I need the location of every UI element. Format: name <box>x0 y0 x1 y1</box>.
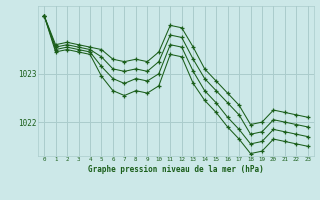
X-axis label: Graphe pression niveau de la mer (hPa): Graphe pression niveau de la mer (hPa) <box>88 165 264 174</box>
